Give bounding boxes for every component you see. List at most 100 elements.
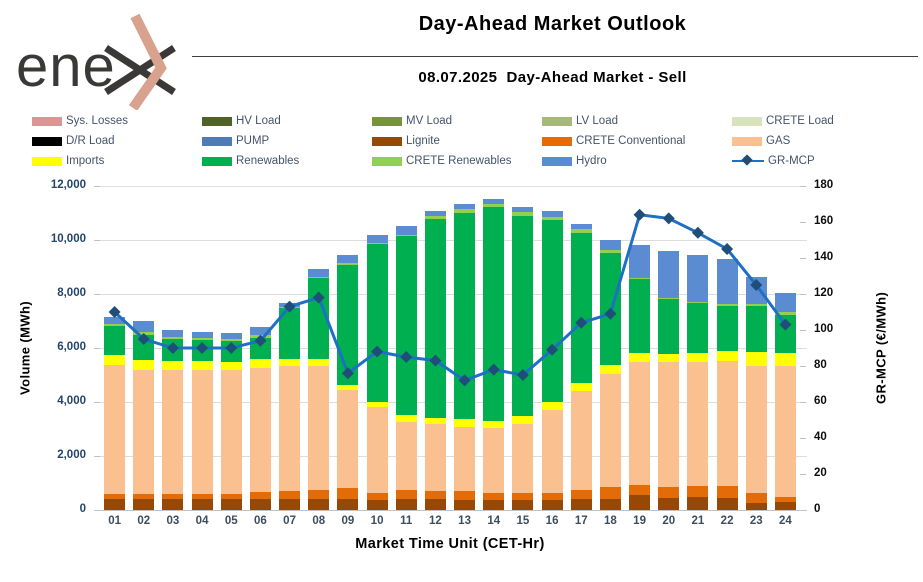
- bar-segment-gas: [483, 427, 505, 493]
- bar-stack-15: [512, 207, 534, 510]
- legend-label: CRETE Renewables: [406, 155, 512, 167]
- bar-segment-crete-renewables: [512, 212, 534, 216]
- bar-segment-hydro: [249, 326, 271, 336]
- bar-segment-hydro: [599, 240, 621, 250]
- gr-mcp-marker: [225, 342, 238, 354]
- bar-segment-crete-conventional: [716, 486, 738, 499]
- bar-segment-lignite: [512, 499, 534, 510]
- bar-segment-lignite: [104, 499, 126, 510]
- bar-segment-lignite: [541, 499, 563, 510]
- bar-segment-imports: [658, 353, 680, 362]
- bar-segment-renewables: [658, 299, 680, 354]
- legend-item-lignite: Lignite: [372, 134, 542, 148]
- bar-segment-gas: [454, 427, 476, 491]
- y-axis-title-right: GR-MCP (€/MWh): [873, 291, 889, 405]
- bar-segment-lignite: [337, 499, 359, 510]
- bar-segment-imports: [716, 350, 738, 361]
- bar-segment-lignite: [570, 499, 592, 510]
- y-axis-right-tick-label: 160: [814, 215, 834, 227]
- y-axis-left-tick-label: 8,000: [57, 287, 86, 299]
- bar-stack-07: [279, 303, 301, 510]
- bar-segment-lignite: [191, 499, 213, 510]
- bar-segment-crete-renewables: [454, 209, 476, 213]
- bar-segment-crete-renewables: [687, 301, 709, 304]
- bar-segment-renewables: [395, 235, 417, 416]
- gr-mcp-marker: [691, 226, 704, 239]
- bar-segment-gas: [337, 389, 359, 488]
- bar-segment-imports: [541, 401, 563, 410]
- legend-label: Renewables: [236, 155, 300, 167]
- y-tick-mark: [800, 221, 806, 223]
- x-axis-labels: 01 02 03 04 05 06 07 08 09 10 11 12 13 14 15 16 17 18 19 20…: [100, 515, 800, 531]
- x-axis-tick-label: 07: [283, 515, 296, 527]
- x-axis-tick-label: 13: [458, 515, 471, 527]
- bar-segment-imports: [308, 359, 330, 367]
- gr-mcp-marker: [604, 307, 617, 320]
- plot-area: [94, 185, 807, 511]
- gr-mcp-marker: [196, 342, 209, 354]
- x-axis-tick-label: 06: [254, 515, 267, 527]
- gridline: [95, 455, 807, 457]
- bar-segment-gas: [687, 361, 709, 487]
- bar-segment-hydro: [133, 321, 155, 333]
- bar-segment-crete-conventional: [570, 489, 592, 500]
- y-tick-mark: [800, 473, 806, 475]
- bar-segment-crete-renewables: [541, 216, 563, 221]
- bar-segment-hydro: [512, 207, 534, 213]
- x-axis-tick-label: 15: [516, 515, 530, 527]
- y-tick-mark: [94, 401, 100, 403]
- bar-segment-crete-renewables: [104, 324, 126, 327]
- bar-segment-lignite: [658, 497, 680, 510]
- x-axis-tick-label: 19: [633, 515, 646, 527]
- bar-segment-imports: [512, 416, 534, 424]
- bar-segment-gas: [133, 369, 155, 494]
- bar-segment-lignite: [454, 499, 476, 510]
- bar-segment-lignite: [279, 499, 301, 510]
- gr-mcp-line: [113, 213, 787, 383]
- bar-segment-renewables: [337, 264, 359, 385]
- bar-segment-hydro: [220, 333, 242, 340]
- legend-item-crete-conventional: CRETE Conventional: [542, 134, 732, 148]
- bar-segment-crete-conventional: [658, 487, 680, 498]
- bar-segment-renewables: [104, 326, 126, 355]
- bar-segment-crete-conventional: [279, 491, 301, 500]
- bar-segment-gas: [191, 369, 213, 495]
- bar-segment-renewables: [366, 244, 388, 402]
- bar-segment-lignite: [424, 499, 446, 510]
- gr-mcp-marker: [429, 354, 442, 367]
- legend-item-crete-load: CRETE Load: [732, 114, 882, 128]
- y-tick-mark: [800, 257, 806, 259]
- bar-segment-imports: [133, 360, 155, 370]
- legend-label: Hydro: [576, 155, 607, 167]
- x-axis-tick-label: 01: [108, 515, 121, 527]
- y-axis-right-tick-label: 20: [814, 467, 827, 479]
- bar-segment-crete-renewables: [395, 234, 417, 236]
- y-axis-right-labels: 0 20 40 60 80 100 120 140 160 180: [800, 179, 860, 515]
- bar-segment-imports: [249, 359, 271, 369]
- bar-stack-23: [745, 277, 767, 510]
- bar-segment-imports: [162, 361, 184, 370]
- legend-label: MV Load: [406, 115, 453, 127]
- bar-stack-01: [104, 317, 126, 510]
- y-axis-left-labels: 0 2,000 4,000 6,000 8,000 10,000 12,000: [0, 179, 100, 515]
- bar-segment-hydro: [687, 254, 709, 302]
- x-axis-tick-label: 18: [604, 515, 617, 527]
- legend-label: HV Load: [236, 115, 281, 127]
- x-axis-tick-label: 21: [691, 515, 705, 527]
- legend-item-sys-losses: Sys. Losses: [32, 114, 202, 128]
- gridline: [95, 293, 807, 295]
- bar-segment-crete-renewables: [745, 304, 767, 306]
- bar-segment-crete-renewables: [220, 339, 242, 342]
- y-axis-left-tick-label: 6,000: [57, 341, 86, 353]
- gr-mcp-marker: [633, 208, 646, 221]
- legend-swatch-icon: [202, 156, 232, 166]
- bar-segment-lignite: [629, 494, 651, 510]
- x-axis-tick-label: 24: [779, 515, 792, 527]
- bar-segment-lignite: [716, 498, 738, 510]
- bar-segment-renewables: [716, 305, 738, 351]
- bar-segment-crete-renewables: [716, 304, 738, 306]
- bar-segment-hydro: [483, 198, 505, 204]
- bar-stack-21: [687, 254, 709, 510]
- gr-mcp-marker: [487, 363, 500, 376]
